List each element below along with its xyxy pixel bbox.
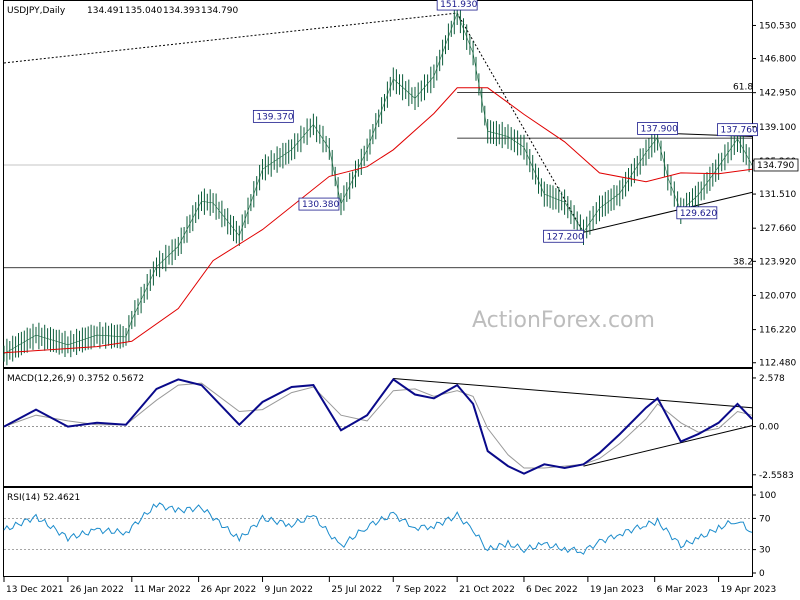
- price-y-tick-label: 150.530: [759, 21, 796, 31]
- macd-y-tick-label: 2.578: [759, 374, 785, 384]
- price-panel-frame: [3, 0, 753, 368]
- price-trendline: [583, 191, 753, 233]
- macd-trendline: [583, 425, 753, 467]
- level-label: 61.8: [733, 83, 753, 93]
- peak-label-box: [637, 122, 678, 135]
- x-tick-label: 7 Sep 2022: [395, 585, 446, 595]
- peak-label-box: [676, 206, 718, 220]
- watermark: ActionForex.com: [472, 308, 655, 333]
- macd-layer: [3, 377, 753, 475]
- rsi-panel-frame: [3, 487, 753, 577]
- last-value-label: 134.790: [757, 161, 794, 171]
- rsi-series-line: [3, 502, 753, 555]
- x-tick-label: 26 Jan 2022: [70, 585, 124, 595]
- peak-label-box: [298, 197, 340, 211]
- price-y-tick-label: 127.660: [759, 224, 796, 234]
- price-y-tick-label: 131.510: [759, 190, 796, 200]
- price-y-tick-label: 112.480: [759, 359, 796, 369]
- price-y-tick-label: 120.070: [759, 291, 796, 301]
- rsi-y-tick-label: 0: [759, 569, 765, 579]
- x-tick-label: 25 Jul 2022: [331, 585, 382, 595]
- header-high: 135.040: [125, 6, 162, 16]
- peak-label-box: [717, 123, 758, 137]
- price-y-tick-label: 116.220: [759, 326, 796, 336]
- x-tick-label: 21 Oct 2022: [459, 585, 515, 595]
- macd-series-line: [3, 378, 753, 475]
- price-y-tick-label: 146.800: [759, 55, 796, 65]
- macd-y-tick-label: -2.5583: [759, 471, 794, 481]
- macd-label: MACD(12,26,9) 0.3752 0.5672: [7, 374, 144, 384]
- ma-series-line: [3, 87, 753, 354]
- peak-label-text: 139.370: [256, 112, 293, 122]
- peak-label-text: 127.200: [547, 232, 584, 242]
- price-y-tick-label: 123.920: [759, 257, 796, 267]
- header-close: 134.790: [201, 6, 238, 16]
- price-y-tick-label: 142.950: [759, 89, 796, 99]
- header-low: 134.393: [163, 6, 200, 16]
- x-tick-label: 19 Apr 2023: [721, 585, 777, 595]
- x-tick-label: 19 Jan 2023: [590, 585, 644, 595]
- x-tick-label: 9 Jun 2022: [265, 585, 313, 595]
- macd-panel-frame: [3, 368, 753, 487]
- header-symbol: USDJPY,Daily: [7, 6, 66, 16]
- x-tick-label: 13 Dec 2021: [6, 585, 64, 595]
- signal-series-line: [3, 382, 753, 469]
- level-label: 38.2: [733, 258, 753, 268]
- peak-label-text: 130.380: [302, 200, 339, 210]
- x-tick-label: 26 Apr 2022: [201, 585, 257, 595]
- peak-label-box: [543, 229, 584, 243]
- header-open: 134.491: [87, 6, 124, 16]
- price-layer: 61.838.238.2151.930139.370130.380137.900…: [3, 0, 758, 366]
- macd-trendline: [393, 377, 753, 409]
- peak-label-text: 151.930: [440, 0, 477, 10]
- price-series-line: [3, 12, 753, 354]
- peak-label-box: [252, 109, 294, 123]
- last-value-box: [753, 158, 799, 172]
- x-tick-label: 6 Dec 2022: [526, 585, 578, 595]
- rsi-y-tick-label: 70: [759, 514, 771, 524]
- peak-label-text: 137.900: [641, 124, 678, 134]
- rsi-y-tick-label: 30: [759, 546, 771, 556]
- axis-layer: 150.530146.800142.950139.100135.260131.5…: [3, 21, 799, 595]
- x-tick-label: 11 Mar 2022: [134, 585, 191, 595]
- rsi-layer: [3, 502, 753, 555]
- x-tick-label: 6 Mar 2023: [657, 585, 708, 595]
- peak-label-text: 137.760: [720, 126, 757, 136]
- macd-y-tick-label: 0.00: [759, 423, 779, 433]
- peak-label-box: [436, 0, 478, 11]
- peak-label-text: 129.620: [680, 209, 717, 219]
- price-y-tick-label: 139.100: [759, 123, 796, 133]
- rsi-y-tick-label: 100: [759, 491, 776, 501]
- rsi-label: RSI(14) 52.4621: [7, 493, 80, 503]
